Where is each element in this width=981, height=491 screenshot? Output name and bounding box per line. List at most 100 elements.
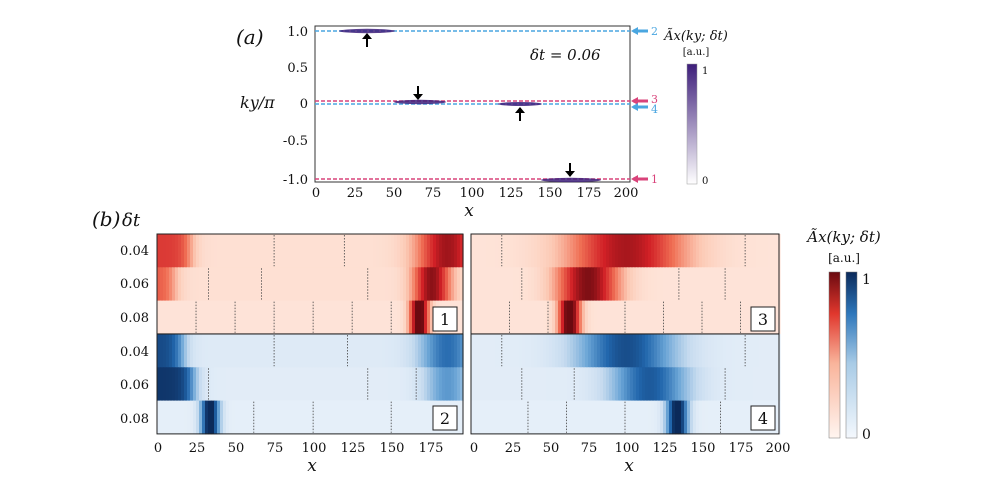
heatmap-cell xyxy=(561,334,565,368)
heatmap-cell xyxy=(232,267,236,301)
heatmap-cell xyxy=(448,367,452,401)
heatmap-cell xyxy=(244,300,248,335)
heatmap-cell xyxy=(457,367,461,401)
heatmap-cell xyxy=(220,267,224,301)
heatmap-cell xyxy=(711,367,715,401)
heatmap-cell xyxy=(657,334,661,368)
heatmap-cell xyxy=(765,334,769,368)
heatmap-cell xyxy=(445,334,449,368)
heatmap-cell xyxy=(361,300,365,335)
heatmap-cell xyxy=(588,400,592,435)
heatmap-cell xyxy=(412,267,416,301)
heatmap-cell xyxy=(738,334,742,368)
heatmap-cell xyxy=(519,400,523,435)
heatmap-cell xyxy=(379,300,383,335)
heatmap-cell xyxy=(702,267,706,301)
heatmap-cell xyxy=(687,234,691,268)
panel-box-4-label: 4 xyxy=(758,409,768,428)
heatmap-cell xyxy=(585,234,589,268)
heatmap-cell xyxy=(181,300,185,335)
panel-box-2: 2 xyxy=(432,405,458,431)
heatmap-cell xyxy=(504,367,508,401)
heatmap-cell xyxy=(729,234,733,268)
heatmap-cell xyxy=(163,234,167,268)
heatmap-cell xyxy=(675,367,679,401)
heatmap-cell xyxy=(552,400,556,435)
heatmap-cell xyxy=(597,400,601,435)
heatmap-cell xyxy=(310,267,314,301)
heatmap-cell xyxy=(642,300,646,335)
heatmap-cell xyxy=(424,300,428,335)
heatmap-cell xyxy=(708,234,712,268)
heatmap-cell xyxy=(424,400,428,435)
heatmap-cell xyxy=(208,400,212,435)
heatmap-cell xyxy=(385,300,389,335)
heatmap-cell xyxy=(322,300,326,335)
heatmap-cell xyxy=(720,234,724,268)
heatmap-cell xyxy=(433,367,437,401)
heatmap-cell xyxy=(576,300,580,335)
heatmap-cell xyxy=(516,400,520,435)
heatmap-cell xyxy=(400,267,404,301)
heatmap-cell xyxy=(373,267,377,301)
heatmap-cell xyxy=(304,300,308,335)
heatmap-cell xyxy=(582,234,586,268)
arrow-down-line-1 xyxy=(565,163,575,177)
heatmap-cell xyxy=(492,234,496,268)
heatmap-cell xyxy=(684,300,688,335)
heatmap-cell xyxy=(564,234,568,268)
heatmap-cell xyxy=(421,334,425,368)
heatmap-cell xyxy=(525,367,529,401)
heatmap-cell xyxy=(711,234,715,268)
heatmap-cell xyxy=(229,300,233,335)
heatmap-cell xyxy=(690,334,694,368)
heatmap-cell xyxy=(352,367,356,401)
heatmap-cell xyxy=(160,334,164,368)
heatmap-cell xyxy=(606,234,610,268)
heatmap-cell xyxy=(636,234,640,268)
heatmap-cell xyxy=(187,234,191,268)
heatmap-cell xyxy=(477,400,481,435)
heatmap-cell xyxy=(283,300,287,335)
heatmap-cell xyxy=(421,267,425,301)
heatmap-cell xyxy=(681,300,685,335)
heatmap-cell xyxy=(274,367,278,401)
heatmap-cell xyxy=(424,367,428,401)
heatmap-cell xyxy=(663,267,667,301)
heatmap-cell xyxy=(175,234,179,268)
colorbar-b-min: 0 xyxy=(862,427,871,443)
arrow-up-line-4 xyxy=(515,107,525,121)
heatmap-cell xyxy=(678,234,682,268)
heatmap-cell xyxy=(361,234,365,268)
heatmap-panel-4 xyxy=(470,333,781,435)
heatmap-cell xyxy=(274,400,278,435)
heatmap-cell xyxy=(672,400,676,435)
panel-a-label: (a) xyxy=(236,25,264,49)
heatmap-cell xyxy=(163,267,167,301)
heatmap-frame xyxy=(156,333,464,435)
heatmap-cell xyxy=(304,267,308,301)
heatmap-cell xyxy=(349,334,353,368)
heatmap-cell xyxy=(409,300,413,335)
heatmap-cell xyxy=(504,267,508,301)
heatmap-cell xyxy=(621,400,625,435)
heatmap-cell xyxy=(732,267,736,301)
heatmap-cell xyxy=(400,300,404,335)
heatmap-cell xyxy=(280,234,284,268)
heatmap-cell xyxy=(220,234,224,268)
heatmap-cell xyxy=(711,334,715,368)
heatmap-cell xyxy=(160,400,164,435)
heatmap-cell xyxy=(418,267,422,301)
heatmap-cell xyxy=(169,367,173,401)
heatmap-cell xyxy=(412,367,416,401)
b-right-xtick-3: 75 xyxy=(581,441,598,456)
heatmap-cell xyxy=(567,234,571,268)
heatmap-cell xyxy=(322,400,326,435)
heatmap-cell xyxy=(340,267,344,301)
colorbar-a xyxy=(686,63,698,185)
heatmap-cell xyxy=(247,267,251,301)
heatmap-cell xyxy=(211,267,215,301)
heatmap-cell xyxy=(301,400,305,435)
heatmap-cell xyxy=(657,234,661,268)
heatmap-cell xyxy=(214,400,218,435)
